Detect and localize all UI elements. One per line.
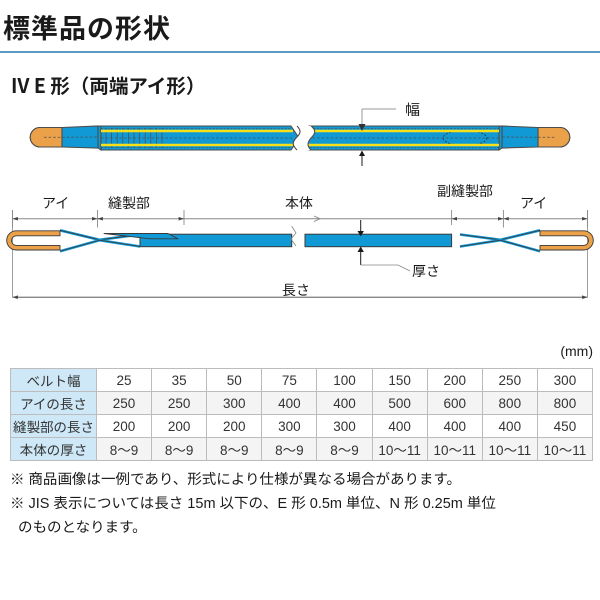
svg-text:副縫製部: 副縫製部 <box>437 183 493 199</box>
svg-text:本体: 本体 <box>285 195 313 211</box>
svg-text:長さ: 長さ <box>282 282 310 298</box>
svg-text:縫製部: 縫製部 <box>108 195 150 211</box>
svg-text:アイ: アイ <box>520 195 547 211</box>
svg-text:厚さ: 厚さ <box>412 263 440 279</box>
svg-text:アイ: アイ <box>42 195 69 211</box>
